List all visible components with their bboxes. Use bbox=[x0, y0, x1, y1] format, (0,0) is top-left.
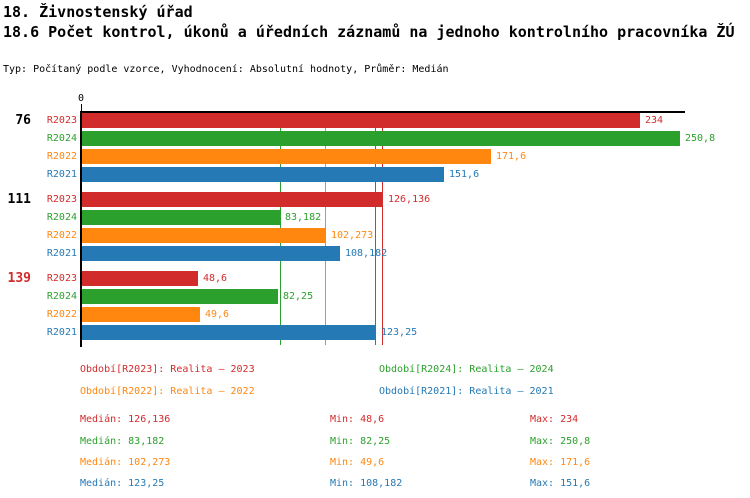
series-label-R2023: R2023 bbox=[46, 115, 77, 126]
series-label-R2024: R2024 bbox=[46, 212, 77, 223]
page-subtitle: 18.6 Počet kontrol, úkonů a úředních záz… bbox=[3, 23, 735, 41]
bar-R2023-group-139 bbox=[82, 271, 198, 286]
stat-median-R2024: Medián: 83,182 bbox=[80, 436, 165, 447]
legend-item-R2023: Období[R2023]: Realita – 2023 bbox=[80, 364, 255, 375]
series-label-R2023: R2023 bbox=[46, 194, 77, 205]
bar-value-label: 49,6 bbox=[205, 309, 230, 320]
stat-median-R2023: Medián: 126,136 bbox=[80, 414, 171, 425]
legend-item-R2022: Období[R2022]: Realita – 2022 bbox=[80, 386, 255, 397]
x-axis-zero-label: 0 bbox=[77, 93, 85, 104]
bar-value-label: 48,6 bbox=[203, 273, 228, 284]
legend-item-R2021: Období[R2021]: Realita – 2021 bbox=[379, 386, 554, 397]
series-label-R2021: R2021 bbox=[46, 327, 77, 338]
bar-value-label: 234 bbox=[645, 115, 664, 126]
bar-value-label: 82,25 bbox=[283, 291, 314, 302]
bar-R2024-group-139 bbox=[82, 289, 278, 304]
bar-value-label: 151,6 bbox=[449, 169, 480, 180]
stat-max-R2024: Max: 250,8 bbox=[530, 436, 591, 447]
bar-value-label: 102,273 bbox=[331, 230, 374, 241]
y-axis-line bbox=[80, 111, 82, 347]
bar-value-label: 126,136 bbox=[388, 194, 431, 205]
median-line-R2021 bbox=[375, 113, 377, 345]
bar-R2022-group-139 bbox=[82, 307, 200, 322]
group-label-139: 139 bbox=[7, 271, 31, 286]
series-label-R2022: R2022 bbox=[46, 151, 77, 162]
stat-max-R2023: Max: 234 bbox=[530, 414, 579, 425]
x-axis-line bbox=[81, 111, 685, 113]
series-label-R2024: R2024 bbox=[46, 133, 77, 144]
stat-min-R2024: Min: 82,25 bbox=[330, 436, 391, 447]
group-label-111: 111 bbox=[7, 192, 31, 207]
bar-R2021-group-76 bbox=[82, 167, 444, 182]
series-label-R2022: R2022 bbox=[46, 309, 77, 320]
stat-min-R2021: Min: 108,182 bbox=[330, 478, 403, 489]
bar-value-label: 250,8 bbox=[685, 133, 716, 144]
bar-R2021-group-111 bbox=[82, 246, 340, 261]
series-label-R2022: R2022 bbox=[46, 230, 77, 241]
x-axis-tick bbox=[81, 104, 82, 112]
chart-meta-line: Typ: Počítaný podle vzorce, Vyhodnocení:… bbox=[3, 64, 449, 75]
bar-chart: 0 76 R2023 234 R2024 250,8 R2022 171,6 R2021 151… bbox=[7, 93, 716, 347]
bar-value-label: 171,6 bbox=[496, 151, 527, 162]
legend-item-R2024: Období[R2024]: Realita – 2024 bbox=[379, 364, 554, 375]
stat-median-R2022: Medián: 102,273 bbox=[80, 457, 171, 468]
bar-R2022-group-76 bbox=[82, 149, 491, 164]
group-label-76: 76 bbox=[15, 113, 31, 128]
bar-value-label: 123,25 bbox=[381, 327, 418, 338]
stat-min-R2023: Min: 48,6 bbox=[330, 414, 385, 425]
bar-R2021-group-139 bbox=[82, 325, 376, 340]
bar-R2024-group-111 bbox=[82, 210, 280, 225]
bar-R2023-group-76 bbox=[82, 113, 640, 128]
page-title: 18. Živnostenský úřad bbox=[3, 3, 193, 21]
median-line-R2023 bbox=[382, 113, 384, 345]
bar-R2024-group-76 bbox=[82, 131, 680, 146]
series-label-R2024: R2024 bbox=[46, 291, 77, 302]
bar-R2023-group-111 bbox=[82, 192, 383, 207]
stat-max-R2021: Max: 151,6 bbox=[530, 478, 591, 489]
stat-max-R2022: Max: 171,6 bbox=[530, 457, 591, 468]
bar-R2022-group-111 bbox=[82, 228, 326, 243]
series-label-R2021: R2021 bbox=[46, 169, 77, 180]
series-label-R2023: R2023 bbox=[46, 273, 77, 284]
series-label-R2021: R2021 bbox=[46, 248, 77, 259]
stat-min-R2022: Min: 49,6 bbox=[330, 457, 385, 468]
bar-value-label: 83,182 bbox=[285, 212, 322, 223]
bar-value-label: 108,182 bbox=[345, 248, 388, 259]
stat-median-R2021: Medián: 123,25 bbox=[80, 478, 165, 489]
